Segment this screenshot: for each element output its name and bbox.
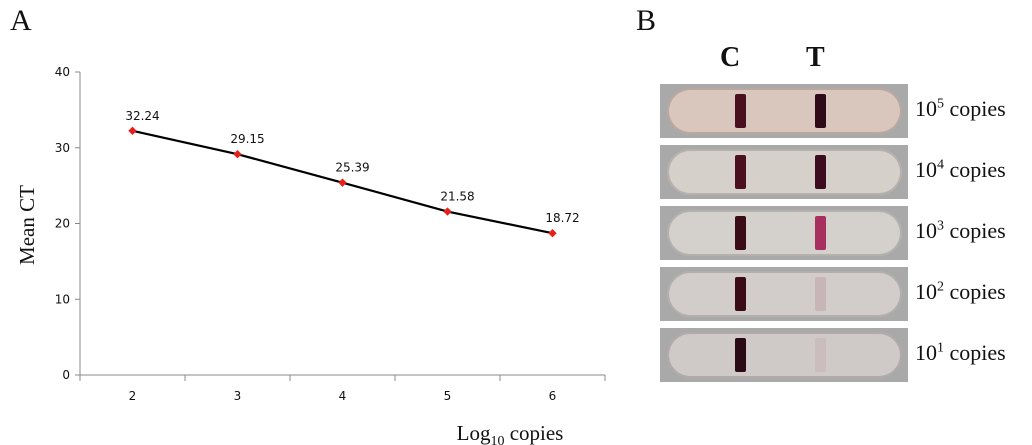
test-strip — [667, 271, 902, 317]
x-tick-label: 5 — [444, 389, 452, 403]
test-line-header: T — [806, 42, 825, 73]
control-band — [735, 338, 746, 372]
x-tick-label: 4 — [339, 389, 347, 403]
data-point — [548, 228, 557, 238]
data-point — [443, 207, 452, 216]
y-axis-label: Mean CT — [15, 185, 39, 265]
test-band — [815, 94, 826, 128]
copies-label: 104 copies — [915, 157, 1006, 182]
copies-label: 105 copies — [915, 96, 1006, 121]
data-label: 29.15 — [230, 132, 264, 146]
control-band — [735, 216, 746, 250]
data-point — [338, 178, 347, 187]
y-tick-label: 10 — [55, 292, 70, 306]
data-point — [233, 149, 242, 159]
line-chart: 0 10 20 30 40 2 3 4 5 6 32.24 29.15 25.39 21.58 18.72… — [15, 65, 606, 445]
data-label: 32.24 — [125, 109, 159, 123]
data-label: 18.72 — [545, 211, 579, 225]
y-tick-label: 40 — [55, 65, 70, 79]
test-band — [815, 155, 826, 189]
x-tick-label: 6 — [549, 389, 557, 403]
control-band — [735, 94, 746, 128]
control-line-header: C — [720, 42, 741, 73]
test-strip — [667, 210, 902, 256]
y-tick-label: 20 — [55, 217, 70, 231]
y-tick-label: 0 — [62, 368, 70, 382]
data-label: 21.58 — [440, 190, 474, 204]
x-tick-label: 2 — [129, 389, 137, 403]
panel-label-a: A — [10, 4, 32, 37]
test-band — [815, 338, 826, 372]
test-band — [815, 216, 826, 250]
panel-label-b: B — [636, 4, 657, 37]
test-band — [815, 277, 826, 311]
x-axis-label: Log10 copies — [457, 421, 564, 445]
data-point — [128, 126, 137, 135]
copies-label: 103 copies — [915, 218, 1006, 243]
x-tick-label: 3 — [234, 389, 242, 403]
y-tick-label: 30 — [55, 141, 70, 155]
data-label: 25.39 — [335, 161, 369, 175]
test-strip — [667, 332, 902, 378]
control-band — [735, 155, 746, 189]
copies-label: 101 copies — [915, 340, 1006, 365]
control-band — [735, 277, 746, 311]
test-strip — [667, 149, 902, 195]
test-strip — [667, 88, 902, 134]
copies-label: 102 copies — [915, 279, 1006, 304]
